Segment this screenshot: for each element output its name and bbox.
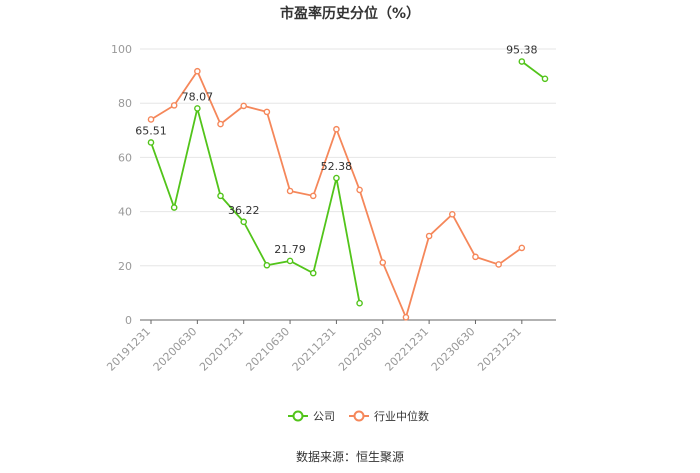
company-data-point — [541, 75, 549, 83]
industry-median-data-point — [425, 232, 433, 240]
industry-median-data-point — [194, 67, 201, 75]
x-tick-label: 20201231 — [197, 325, 246, 374]
industry-median-data-point — [356, 186, 363, 194]
y-tick-label: 80 — [118, 97, 132, 110]
industry-median-data-point — [286, 187, 294, 195]
industry-median-data-point — [333, 125, 340, 133]
legend-item-company: 公司 — [288, 410, 335, 423]
y-tick-label: 100 — [111, 43, 132, 56]
industry-median-series-line — [150, 69, 523, 320]
company-data-point — [240, 218, 248, 226]
data-label: 52.38 — [321, 160, 353, 173]
industry-median-data-point — [263, 108, 271, 116]
legend-label: 行业中位数 — [374, 409, 429, 423]
industry-median-data-point — [495, 261, 502, 268]
x-tick-label: 20220630 — [336, 325, 385, 374]
chart-title: 市盈率历史分位（%） — [280, 5, 420, 22]
x-tick-label: 20210630 — [243, 325, 292, 374]
x-tick-label: 20221231 — [382, 325, 431, 374]
industry-median-data-point — [379, 259, 387, 266]
x-tick-label: 20200630 — [151, 325, 200, 374]
company-data-point — [217, 192, 224, 200]
data-label: 36.22 — [228, 204, 260, 217]
company-data-point — [286, 257, 294, 265]
company-data-point — [518, 58, 526, 65]
x-tick-label: 20191231 — [104, 325, 153, 374]
industry-median-data-point — [309, 192, 317, 200]
industry-median-data-point — [170, 102, 178, 109]
source-note: 数据来源：恒生聚源 — [296, 449, 404, 464]
y-tick-label: 60 — [118, 151, 132, 164]
legend-marker — [353, 410, 365, 422]
x-tick-label: 20231231 — [475, 325, 524, 374]
industry-median-data-point — [217, 120, 224, 128]
company-data-point — [309, 269, 317, 277]
industry-median-data-point — [472, 253, 479, 261]
company-data-point — [170, 204, 178, 211]
x-tick-label: 20230630 — [429, 325, 478, 374]
data-label: 95.38 — [506, 44, 538, 57]
y-tick-label: 40 — [118, 206, 132, 219]
x-tick-label: 20211231 — [290, 325, 339, 374]
legend-label: 公司 — [313, 410, 335, 423]
company-data-point — [333, 174, 340, 182]
data-label: 65.51 — [135, 124, 167, 137]
industry-median-data-point — [518, 244, 526, 252]
company-series-line — [521, 60, 546, 80]
legend-marker — [292, 410, 304, 422]
company-data-point — [147, 139, 155, 146]
y-tick-label: 20 — [118, 260, 132, 273]
industry-median-data-point — [402, 313, 410, 321]
industry-median-data-point — [240, 102, 248, 110]
data-label: 21.79 — [274, 243, 306, 256]
industry-median-data-point — [147, 116, 155, 123]
legend-item-industry-median: 行业中位数 — [349, 409, 429, 423]
data-label: 78.07 — [182, 90, 214, 103]
company-data-point — [194, 105, 201, 112]
y-tick-label: 0 — [125, 314, 132, 327]
industry-median-data-point — [448, 211, 456, 218]
company-data-point — [356, 299, 363, 307]
company-data-point — [263, 261, 271, 269]
company-series-line — [150, 108, 361, 304]
